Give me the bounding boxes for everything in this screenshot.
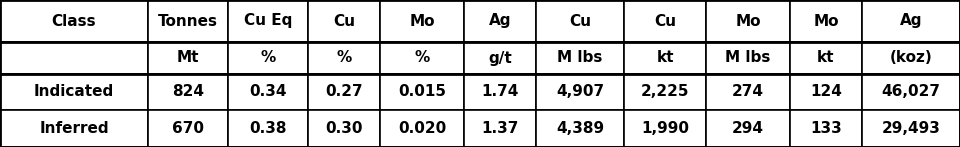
Text: Mt: Mt xyxy=(177,51,200,66)
Text: Mo: Mo xyxy=(409,14,435,29)
Text: M lbs: M lbs xyxy=(726,51,771,66)
Bar xyxy=(228,74,308,110)
Bar xyxy=(862,74,960,110)
Bar xyxy=(148,110,228,147)
Bar xyxy=(228,0,308,42)
Text: 274: 274 xyxy=(732,85,764,100)
Text: %: % xyxy=(336,51,351,66)
Text: Cu: Cu xyxy=(654,14,676,29)
Text: Mo: Mo xyxy=(735,14,760,29)
Text: %: % xyxy=(415,51,430,66)
Text: 0.015: 0.015 xyxy=(398,85,446,100)
Text: 124: 124 xyxy=(810,85,842,100)
Bar xyxy=(228,42,308,74)
Text: kt: kt xyxy=(817,51,835,66)
Bar xyxy=(624,0,706,42)
Bar xyxy=(464,74,536,110)
Text: 824: 824 xyxy=(172,85,204,100)
Text: Cu Eq: Cu Eq xyxy=(244,14,292,29)
Text: g/t: g/t xyxy=(488,51,512,66)
Bar xyxy=(862,110,960,147)
Bar xyxy=(790,42,862,74)
Bar xyxy=(0,42,148,74)
Text: Ag: Ag xyxy=(900,14,923,29)
Text: Cu: Cu xyxy=(333,14,355,29)
Text: 0.27: 0.27 xyxy=(325,85,363,100)
Bar xyxy=(380,110,464,147)
Bar xyxy=(308,0,380,42)
Text: 1,990: 1,990 xyxy=(641,121,689,136)
Text: Class: Class xyxy=(52,14,96,29)
Bar xyxy=(0,0,148,42)
Text: 0.38: 0.38 xyxy=(250,121,287,136)
Bar xyxy=(624,110,706,147)
Bar xyxy=(148,42,228,74)
Bar xyxy=(706,42,790,74)
Text: Indicated: Indicated xyxy=(34,85,114,100)
Bar xyxy=(464,42,536,74)
Bar xyxy=(308,42,380,74)
Bar xyxy=(790,74,862,110)
Bar xyxy=(464,110,536,147)
Bar xyxy=(624,74,706,110)
Bar xyxy=(308,110,380,147)
Text: 1.74: 1.74 xyxy=(481,85,518,100)
Bar xyxy=(148,74,228,110)
Bar xyxy=(790,110,862,147)
Text: 0.30: 0.30 xyxy=(325,121,363,136)
Bar xyxy=(380,0,464,42)
Bar xyxy=(380,42,464,74)
Bar xyxy=(536,74,624,110)
Text: 0.34: 0.34 xyxy=(250,85,287,100)
Text: 294: 294 xyxy=(732,121,764,136)
Text: Cu: Cu xyxy=(569,14,591,29)
Text: 46,027: 46,027 xyxy=(881,85,941,100)
Bar xyxy=(624,42,706,74)
Bar xyxy=(0,74,148,110)
Text: Tonnes: Tonnes xyxy=(158,14,218,29)
Text: 29,493: 29,493 xyxy=(881,121,941,136)
Text: 4,389: 4,389 xyxy=(556,121,604,136)
Bar xyxy=(536,110,624,147)
Bar xyxy=(706,74,790,110)
Bar xyxy=(706,110,790,147)
Text: 0.020: 0.020 xyxy=(397,121,446,136)
Bar xyxy=(790,0,862,42)
Bar xyxy=(536,0,624,42)
Text: M lbs: M lbs xyxy=(558,51,603,66)
Text: 1.37: 1.37 xyxy=(481,121,518,136)
Bar xyxy=(228,110,308,147)
Text: Ag: Ag xyxy=(489,14,512,29)
Bar xyxy=(380,74,464,110)
Text: (koz): (koz) xyxy=(890,51,932,66)
Bar xyxy=(862,42,960,74)
Text: 670: 670 xyxy=(172,121,204,136)
Bar xyxy=(308,74,380,110)
Bar xyxy=(0,110,148,147)
Bar xyxy=(148,0,228,42)
Bar xyxy=(464,0,536,42)
Text: Inferred: Inferred xyxy=(39,121,108,136)
Bar xyxy=(536,42,624,74)
Text: 2,225: 2,225 xyxy=(640,85,689,100)
Text: Mo: Mo xyxy=(813,14,839,29)
Bar xyxy=(862,0,960,42)
Bar xyxy=(706,0,790,42)
Text: 4,907: 4,907 xyxy=(556,85,604,100)
Text: %: % xyxy=(260,51,276,66)
Text: 133: 133 xyxy=(810,121,842,136)
Text: kt: kt xyxy=(657,51,674,66)
